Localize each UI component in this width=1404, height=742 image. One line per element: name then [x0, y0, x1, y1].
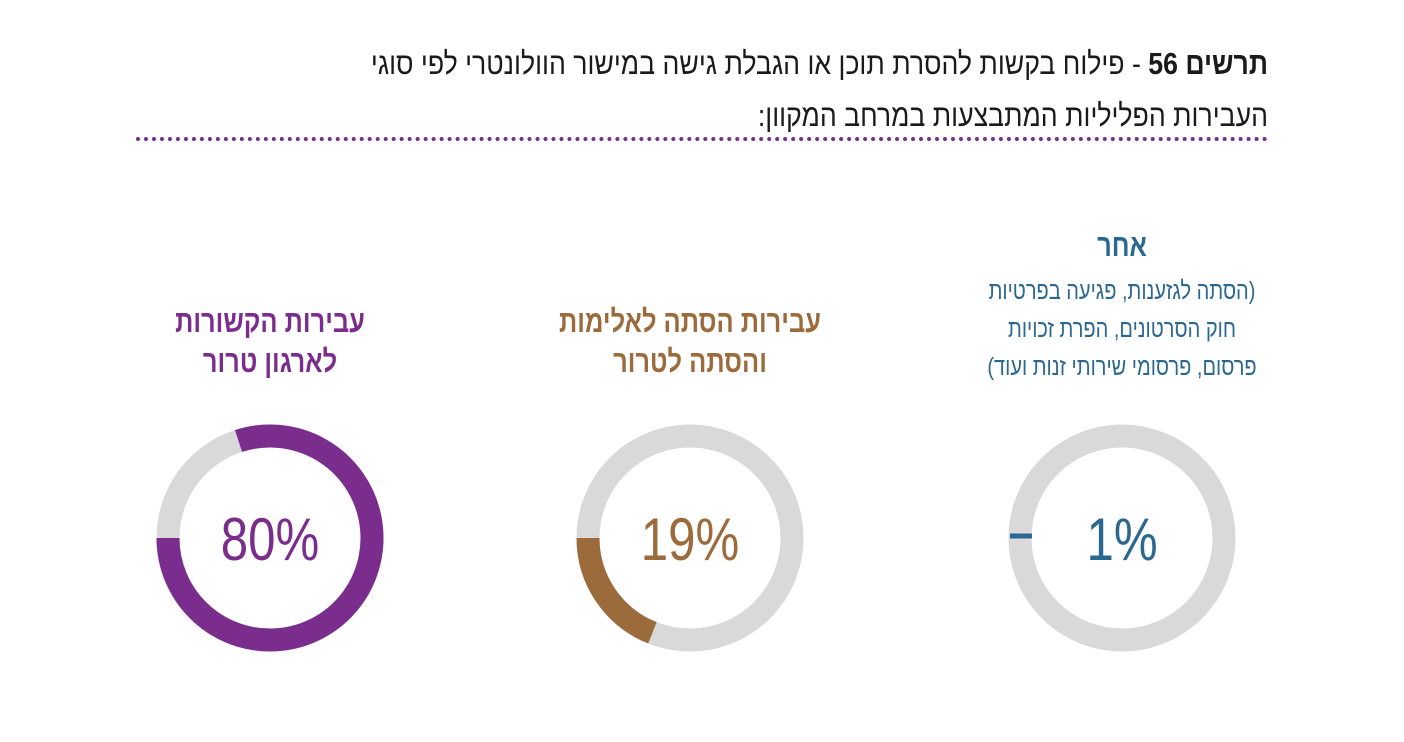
- percentage-label: 80%: [221, 505, 319, 573]
- dotted-divider: [136, 137, 1268, 141]
- chart-header: תרשים 56 - פילוח בקשות להסרת תוכן או הגב…: [294, 38, 1268, 142]
- percentage-label: 19%: [641, 505, 739, 573]
- percentage-label: 1%: [1086, 505, 1157, 573]
- panel-subtitle: (הסתה לגזענות, פגיעה בפרטיות חוק הסרטוני…: [986, 272, 1258, 386]
- panel-title-line: והסתה לטרור: [613, 344, 767, 379]
- donut-panel-incitement: עבירות הסתה לאלימות והסתה לטרור 19%: [520, 220, 860, 660]
- donut-chart: 80%: [156, 424, 384, 652]
- figure-title: - פילוח בקשות להסרת תוכן או הגבלת גישה ב…: [370, 46, 1268, 133]
- donut-panel-terror: עבירות הקשורות לארגון טרור 80%: [100, 220, 440, 660]
- donut-chart: 19%: [576, 424, 804, 652]
- donut-panel-other: אחר (הסתה לגזענות, פגיעה בפרטיות חוק הסר…: [952, 220, 1292, 660]
- panel-title: אחר: [983, 226, 1262, 266]
- panel-subtitle-line: (הסתה לגזענות, פגיעה בפרטיות: [988, 277, 1256, 305]
- figure-label: תרשים 56: [1148, 46, 1268, 81]
- donut-arc: [156, 424, 384, 652]
- panel-subtitle-line: חוק הסרטונים, הפרת זכויות: [1008, 315, 1236, 343]
- panel-subtitle-line: פרסום, פרסומי שירותי זנות ועוד): [987, 353, 1257, 381]
- panel-title-line: אחר: [1097, 228, 1147, 263]
- panel-title-line: עבירות הקשורות: [175, 304, 365, 339]
- donut-track: [576, 424, 804, 652]
- panel-title-line: לארגון טרור: [202, 344, 338, 379]
- donut-arc: [576, 537, 657, 644]
- panel-title: עבירות הסתה לאלימות והסתה לטרור: [551, 302, 830, 382]
- panel-title-line: עבירות הסתה לאלימות: [559, 304, 821, 339]
- donut-chart: 1%: [1008, 424, 1236, 652]
- panel-title: עבירות הקשורות לארגון טרור: [131, 302, 410, 382]
